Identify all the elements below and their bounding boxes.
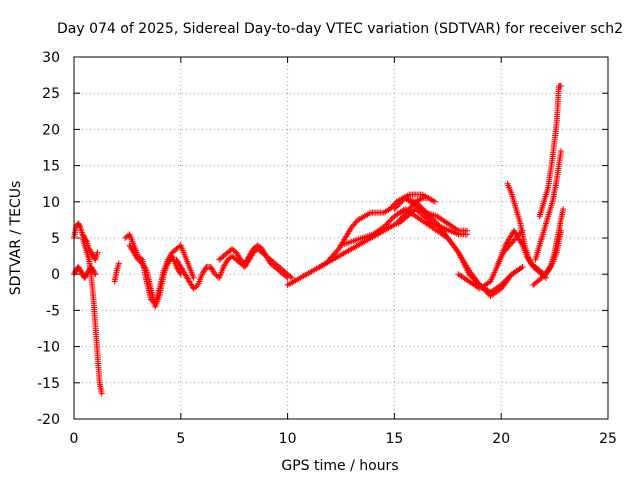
data-point-marker — [392, 204, 399, 211]
x-tick-label: 10 — [279, 431, 297, 447]
data-point-marker — [323, 260, 330, 267]
data-point-marker — [324, 258, 331, 265]
x-tick-label: 25 — [599, 431, 617, 447]
series-t14 — [455, 227, 526, 292]
data-point-marker — [351, 221, 358, 228]
y-tick-label: 5 — [51, 231, 60, 247]
data-point-marker — [560, 206, 567, 213]
data-point-marker — [330, 251, 337, 258]
y-tick-label: -10 — [37, 340, 60, 356]
y-tick-label: -5 — [46, 303, 60, 319]
series-t3 — [111, 260, 122, 285]
data-point-marker — [483, 288, 490, 295]
series-t11 — [391, 195, 526, 299]
data-point-marker — [193, 283, 200, 290]
data-point-marker — [380, 224, 387, 231]
y-tick-label: 10 — [42, 195, 60, 211]
data-point-marker — [348, 224, 355, 231]
series-t19 — [536, 82, 565, 220]
data-point-marker — [94, 249, 101, 256]
series-t13 — [402, 195, 471, 234]
data-point-marker — [333, 248, 340, 255]
data-point-marker — [352, 219, 359, 226]
data-point-marker — [383, 221, 390, 228]
data-point-marker — [519, 263, 526, 270]
data-point-marker — [287, 273, 294, 280]
x-tick-label: 15 — [385, 431, 403, 447]
data-point-marker — [395, 201, 402, 208]
data-point-marker — [558, 148, 565, 155]
y-tick-label: 20 — [42, 122, 60, 138]
y-tick-label: 0 — [51, 267, 60, 283]
data-point-marker — [349, 222, 356, 229]
data-point-marker — [386, 218, 393, 225]
data-point-marker — [464, 227, 471, 234]
series-t7 — [216, 242, 295, 281]
data-point-marker — [428, 219, 435, 226]
data-point-marker — [91, 269, 98, 276]
data-point-marker — [482, 287, 489, 294]
data-point-marker — [509, 239, 516, 246]
x-tick-label: 20 — [492, 431, 510, 447]
data-point-marker — [388, 215, 395, 222]
grid — [73, 56, 609, 420]
data-point-marker — [190, 274, 197, 281]
data-point-marker — [329, 253, 336, 260]
data-point-marker — [484, 290, 491, 297]
series-t17 — [530, 206, 567, 289]
x-axis-label: GPS time / hours — [281, 458, 398, 474]
data-point-marker — [431, 198, 438, 205]
y-tick-label: 30 — [42, 50, 60, 66]
data-point-marker — [288, 274, 295, 281]
data-point-marker — [115, 260, 122, 267]
data-point-marker — [332, 250, 339, 257]
chart-title: Day 074 of 2025, Sidereal Day-to-day VTE… — [57, 21, 623, 37]
y-axis-label: SDTVAR / TECUs — [8, 181, 24, 296]
data-point-marker — [387, 217, 394, 224]
data-points — [71, 82, 567, 397]
series-t2 — [79, 235, 105, 397]
data-point-marker — [398, 199, 405, 206]
y-tick-label: 25 — [42, 86, 60, 102]
data-point-marker — [546, 265, 553, 272]
plot-frame — [73, 56, 609, 420]
data-point-marker — [407, 204, 414, 211]
x-tick-label: 5 — [176, 431, 185, 447]
data-point-marker — [382, 222, 389, 229]
data-point-marker — [399, 197, 406, 204]
series-t18 — [532, 148, 565, 263]
y-tick-label: 15 — [42, 159, 60, 175]
data-point-marker — [98, 390, 105, 397]
data-point-marker — [76, 222, 83, 229]
data-point-marker — [391, 206, 398, 213]
data-point-marker — [558, 82, 565, 89]
x-tick-label: 0 — [70, 431, 79, 447]
tick-labels: 0 5 10 15 20 25 -20 -15 -10 -5 0 5 10 15 20 25 30 — [37, 50, 617, 447]
data-point-marker — [396, 200, 403, 207]
y-tick-label: -15 — [37, 376, 60, 392]
data-point-marker — [384, 220, 391, 227]
data-point-marker — [328, 254, 335, 261]
data-point-marker — [142, 266, 149, 273]
data-point-marker — [326, 255, 333, 262]
y-tick-label: -20 — [37, 412, 60, 428]
data-point-marker — [394, 203, 401, 210]
data-point-marker — [510, 237, 517, 244]
data-point-marker — [325, 257, 332, 264]
